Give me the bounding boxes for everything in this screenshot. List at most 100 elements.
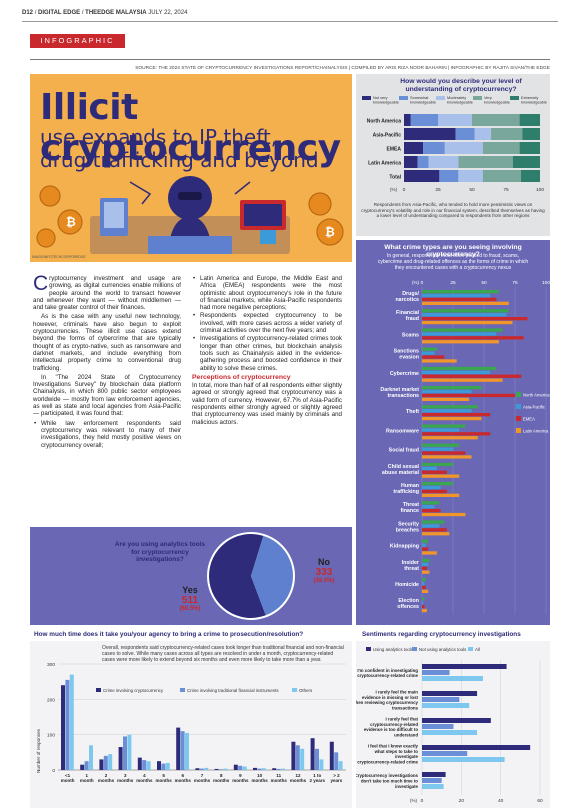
knowledge-bar-segment [439,170,459,182]
axis-tick: 0 [421,280,424,286]
knowledge-bar-segment [472,114,520,126]
legend-label: Somewhat knowledgeable [410,95,436,105]
crime-bar [422,413,491,417]
time-bar [338,761,343,770]
crime-bar [422,601,424,605]
crime-category-label: Threat finance [400,502,419,514]
knowledge-axis: (%) 0 25 50 75 100 [390,187,544,193]
time-category-label: <1 month [61,773,75,783]
article-paragraph-3: In "The 2024 State of Cryptocurrency Inv… [33,373,181,418]
knowledge-bar-segment [404,128,456,140]
sentiment-row-label: I feel that I know exactly what steps to … [357,744,418,765]
time-bar [108,754,113,770]
axis-tick: 100 [536,187,544,193]
time-bar [257,768,262,770]
sentiment-chart-title-bar [356,628,550,641]
crime-bar [422,317,528,321]
crime-bar [422,428,460,432]
crime-chart-panel: What crime types are you seeing involvin… [356,240,550,625]
crime-bar [422,482,453,486]
crime-bar [422,355,445,359]
axis-tick: 100 [542,280,550,286]
crime-bar [422,566,427,570]
crime-category-label: Insider threat [402,560,420,572]
knowledge-bar-segment [444,142,483,154]
time-bar [165,762,170,770]
time-bar [233,764,238,770]
sentiment-bar [422,772,446,777]
axis-tick: 50 [469,187,475,193]
time-category-label: 10 months [251,773,268,783]
knowledge-bar-segment [520,170,540,182]
time-bar [180,731,185,770]
legend-label: EMEA [523,417,535,422]
legend-label: Latin America [523,429,549,434]
time-bar [65,679,70,770]
axis-tick: 300 [47,662,55,668]
crime-bar [422,320,513,325]
axis-tick: 20 [459,798,465,804]
time-bar [219,769,223,770]
time-category-label: 9 months [232,773,249,783]
knowledge-bar-segment [428,156,459,168]
legend-swatch [412,647,417,651]
knowledge-row-label: North America [367,119,401,125]
axis-unit: (%) [390,187,397,192]
sentiment-bar [422,703,470,708]
crime-chart-subtitle: In general, respondents most often point… [377,253,529,271]
axis-tick: 50 [481,280,487,286]
time-bar [315,748,319,770]
crime-bar [422,474,460,478]
time-chart-panel: How much time does it take you/your agen… [30,628,352,808]
time-bar [310,738,315,770]
crime-category-label: Cybercrime [390,371,419,377]
time-category-label: 11 months [271,773,288,783]
axis-tick: 75 [512,280,518,286]
knowledge-chart-note: Respondents from Asia-Pacific, who tende… [361,202,545,219]
crime-bar [422,558,430,563]
knowledge-chart: Not very knowledgeable Somewhat knowledgeab… [362,95,547,193]
knowledge-bar-segment [410,114,438,126]
legend-swatch [473,96,482,100]
axis-unit: (%) [412,280,419,285]
knowledge-bar-segment [512,156,540,168]
headline-line-3: drug trafficking and beyond [40,148,319,172]
knowledge-legend: Not very knowledgeable Somewhat knowledgeab… [362,95,547,105]
knowledge-chart-panel: How would you describe your level of und… [356,74,550,236]
time-bar [223,768,228,770]
crime-bar [422,589,429,593]
pie-question: Are you using analytics tools for crypto… [114,541,206,563]
legend-label: Moderately knowledgeable [447,95,473,105]
sentiment-bar [422,670,450,675]
knowledge-bar-segment [404,114,411,126]
legend-swatch [516,428,521,433]
bullet-item: Latin America and Europe, the Middle Eas… [192,275,342,311]
knowledge-bar-segment [438,114,472,126]
crime-bar [422,301,509,305]
crime-bar [422,509,441,513]
crime-bar [422,539,429,543]
crime-bar [422,359,457,363]
article-column-right: Latin America and Europe, the Middle Eas… [192,275,342,428]
sentiment-row-label: I'm confident in investigating cryptocurr… [357,668,418,678]
crime-bar [422,424,466,428]
legend-swatch [516,416,521,421]
legend-label: Very knowledgeable [484,95,510,105]
header-separator: / [34,10,37,16]
time-bar [89,745,93,770]
legend-label: North America [523,393,550,398]
crime-category-label: Drugs/narcotics [395,291,419,303]
sentiment-bar [422,757,505,762]
sentiment-row-labels: I'm confident in investigating cryptocurr… [356,668,419,789]
crime-bar [422,366,497,371]
drop-cap: C [33,272,49,295]
crime-bar [422,378,503,382]
crime-legend: North America Asia-Pacific EMEA Latin Ameri… [516,392,550,434]
legend-label: Asia-Pacific [523,405,545,410]
time-bar [61,685,65,770]
crime-bar [422,374,522,378]
crime-bar [422,336,524,340]
time-chart-title-bar [30,628,352,641]
knowledge-bar-segment [455,128,475,140]
